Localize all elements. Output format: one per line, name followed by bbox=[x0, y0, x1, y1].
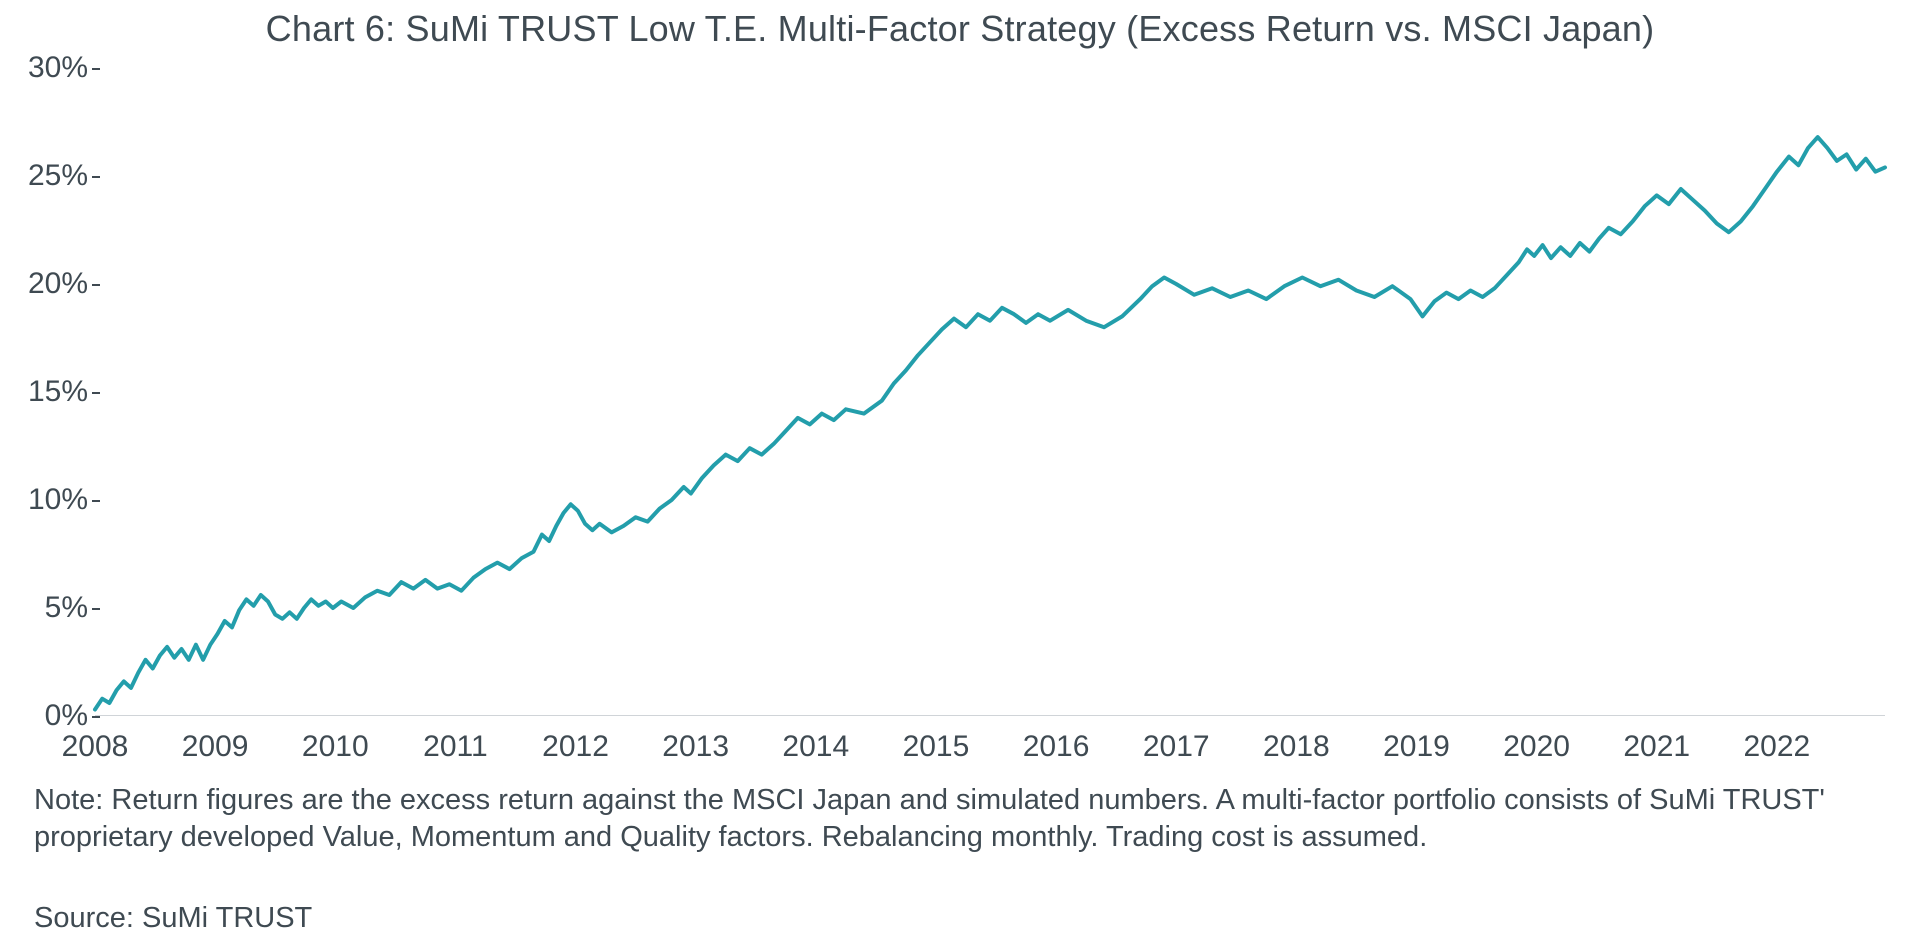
y-tick-label: 25% bbox=[10, 159, 88, 193]
x-axis-labels: 2008200920102011201220132014201520162017… bbox=[95, 730, 1885, 772]
x-tick-label: 2020 bbox=[1503, 730, 1570, 764]
y-tick-label: 20% bbox=[10, 267, 88, 301]
chart-container: Chart 6: SuMi TRUST Low T.E. Multi-Facto… bbox=[0, 0, 1920, 942]
chart-source: Source: SuMi TRUST bbox=[34, 902, 312, 935]
series-line bbox=[95, 68, 1885, 716]
x-tick-label: 2013 bbox=[662, 730, 729, 764]
x-tick-label: 2014 bbox=[782, 730, 849, 764]
x-tick-label: 2018 bbox=[1263, 730, 1330, 764]
x-tick-label: 2010 bbox=[302, 730, 369, 764]
plot-area: 0%5%10%15%20%25%30% bbox=[95, 68, 1885, 716]
y-tick-label: 0% bbox=[10, 699, 88, 733]
y-tick-label: 15% bbox=[10, 375, 88, 409]
x-tick-label: 2012 bbox=[542, 730, 609, 764]
chart-title: Chart 6: SuMi TRUST Low T.E. Multi-Facto… bbox=[0, 8, 1920, 50]
x-tick-label: 2019 bbox=[1383, 730, 1450, 764]
chart-caption: Note: Return figures are the excess retu… bbox=[34, 782, 1880, 855]
y-tick-label: 5% bbox=[10, 591, 88, 625]
x-tick-label: 2008 bbox=[62, 730, 129, 764]
y-tick-label: 30% bbox=[10, 51, 88, 85]
x-tick-label: 2011 bbox=[423, 730, 488, 764]
y-tick-label: 10% bbox=[10, 483, 88, 517]
x-tick-label: 2022 bbox=[1744, 730, 1811, 764]
x-tick-label: 2016 bbox=[1023, 730, 1090, 764]
x-tick-label: 2017 bbox=[1143, 730, 1210, 764]
x-tick-label: 2009 bbox=[182, 730, 249, 764]
x-tick-label: 2021 bbox=[1623, 730, 1690, 764]
x-tick-label: 2015 bbox=[903, 730, 970, 764]
